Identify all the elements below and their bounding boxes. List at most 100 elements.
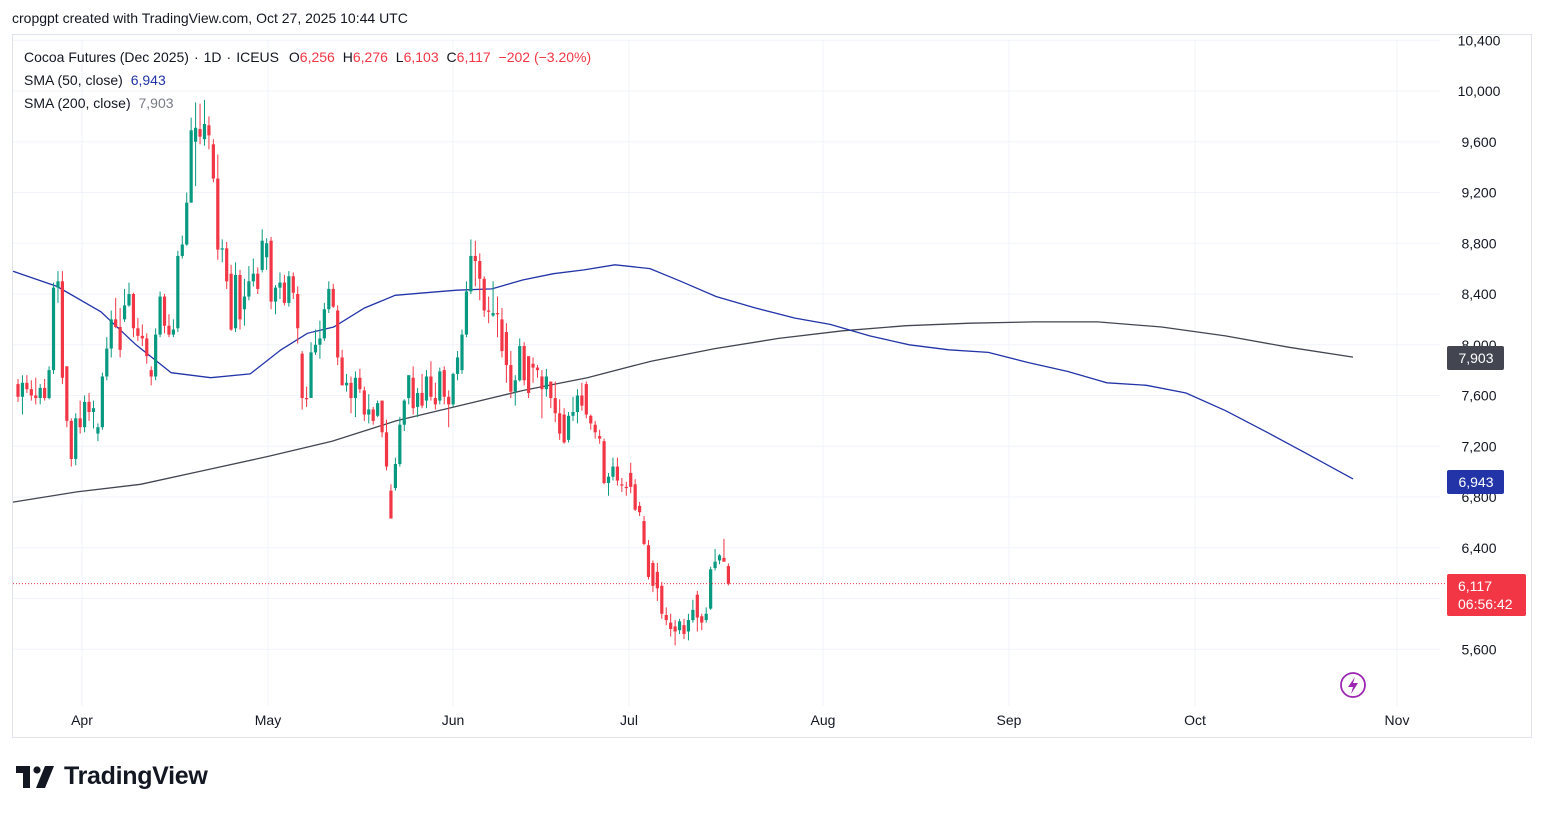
candle[interactable] xyxy=(380,400,384,438)
candle[interactable] xyxy=(660,582,664,619)
candle[interactable] xyxy=(384,419,389,471)
candle[interactable] xyxy=(140,324,144,347)
candle[interactable] xyxy=(194,102,198,187)
candle[interactable] xyxy=(549,381,553,409)
candle[interactable] xyxy=(500,307,504,358)
candle[interactable] xyxy=(433,382,437,410)
candle[interactable] xyxy=(20,375,25,415)
candle[interactable] xyxy=(589,414,593,430)
legend-sma200-row[interactable]: SMA (200, close) 7,903 xyxy=(24,92,591,115)
candle[interactable] xyxy=(353,371,358,418)
candle[interactable] xyxy=(717,554,722,565)
candle[interactable] xyxy=(202,99,207,146)
candle[interactable] xyxy=(313,329,318,355)
candle[interactable] xyxy=(575,389,580,424)
candle[interactable] xyxy=(602,438,606,485)
candle[interactable] xyxy=(238,269,242,330)
candle[interactable] xyxy=(615,457,619,486)
candle[interactable] xyxy=(393,457,397,491)
candle[interactable] xyxy=(535,365,540,378)
candle[interactable] xyxy=(349,376,353,414)
candle[interactable] xyxy=(700,613,704,631)
candle[interactable] xyxy=(109,310,113,358)
candle[interactable] xyxy=(198,103,202,145)
candle[interactable] xyxy=(78,400,82,434)
candle[interactable] xyxy=(442,366,446,405)
candle[interactable] xyxy=(620,477,624,492)
candle[interactable] xyxy=(158,291,162,338)
candle[interactable] xyxy=(540,370,544,419)
candle[interactable] xyxy=(438,367,442,405)
candle[interactable] xyxy=(389,484,393,519)
candles[interactable] xyxy=(16,99,730,646)
candle[interactable] xyxy=(606,472,611,496)
candle[interactable] xyxy=(51,282,56,374)
candle[interactable] xyxy=(318,320,322,359)
candle[interactable] xyxy=(211,139,215,183)
candle[interactable] xyxy=(331,283,335,308)
candle[interactable] xyxy=(598,429,602,444)
candle[interactable] xyxy=(118,307,122,358)
candle[interactable] xyxy=(531,357,535,383)
price-axis[interactable]: 5,6006,0006,4006,8007,2007,6008,0008,400… xyxy=(1458,32,1501,657)
candle[interactable] xyxy=(518,338,522,382)
candle[interactable] xyxy=(704,607,708,623)
candle[interactable] xyxy=(105,337,109,381)
candle[interactable] xyxy=(176,250,180,333)
candle[interactable] xyxy=(16,379,20,402)
candle[interactable] xyxy=(162,294,167,334)
candle[interactable] xyxy=(376,400,380,418)
candle[interactable] xyxy=(145,333,149,364)
candle[interactable] xyxy=(216,154,220,260)
candle[interactable] xyxy=(429,361,433,401)
candle[interactable] xyxy=(25,375,29,393)
candle[interactable] xyxy=(655,562,659,602)
candle[interactable] xyxy=(455,351,460,381)
candle[interactable] xyxy=(624,481,628,496)
lightning-alert-icon[interactable] xyxy=(1340,672,1366,698)
candle[interactable] xyxy=(260,229,264,273)
candle[interactable] xyxy=(553,381,557,423)
candle[interactable] xyxy=(91,400,96,429)
candle[interactable] xyxy=(207,116,211,150)
candle[interactable] xyxy=(43,379,47,401)
candle[interactable] xyxy=(416,387,420,418)
candle[interactable] xyxy=(566,411,571,443)
candle[interactable] xyxy=(402,399,406,432)
candle[interactable] xyxy=(495,296,500,338)
candle[interactable] xyxy=(469,239,473,294)
candle[interactable] xyxy=(149,366,153,386)
candle[interactable] xyxy=(358,368,362,393)
candle[interactable] xyxy=(47,366,51,400)
candle[interactable] xyxy=(673,620,677,646)
legend-sma50-row[interactable]: SMA (50, close) 6,943 xyxy=(24,69,591,92)
candle[interactable] xyxy=(282,274,286,306)
candle[interactable] xyxy=(273,285,278,315)
candle[interactable] xyxy=(420,373,424,409)
candle[interactable] xyxy=(247,266,251,301)
candle[interactable] xyxy=(136,318,140,341)
candle[interactable] xyxy=(398,417,402,467)
candle[interactable] xyxy=(642,516,646,546)
candle[interactable] xyxy=(180,235,184,259)
legend-symbol-row[interactable]: Cocoa Futures (Dec 2025) · 1D · ICEUS O6,256… xyxy=(24,49,592,65)
candle[interactable] xyxy=(83,395,87,433)
candle[interactable] xyxy=(447,390,451,428)
candle[interactable] xyxy=(580,382,584,411)
candle[interactable] xyxy=(189,117,193,203)
candle[interactable] xyxy=(291,272,295,300)
candle[interactable] xyxy=(695,590,699,632)
candle[interactable] xyxy=(664,607,668,626)
candle[interactable] xyxy=(491,281,495,317)
candle[interactable] xyxy=(709,566,713,610)
candle[interactable] xyxy=(682,618,686,640)
candle[interactable] xyxy=(558,399,562,440)
candle[interactable] xyxy=(669,613,673,637)
candle[interactable] xyxy=(629,462,633,494)
candle[interactable] xyxy=(722,538,726,562)
candle[interactable] xyxy=(87,392,91,421)
candle[interactable] xyxy=(513,375,517,406)
candle[interactable] xyxy=(265,238,269,270)
candle[interactable] xyxy=(362,386,366,421)
